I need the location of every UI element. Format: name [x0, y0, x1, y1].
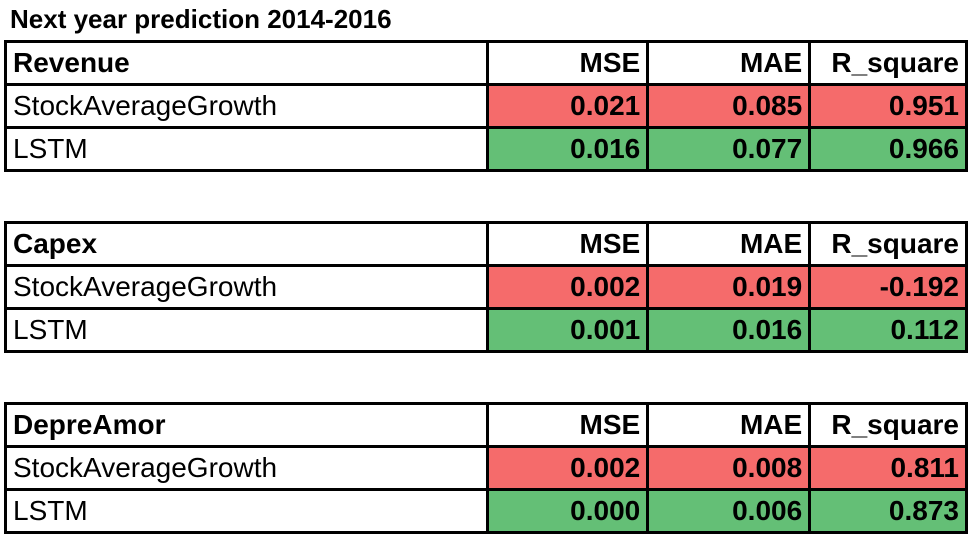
metrics-table-depreamor: DepreAmor MSE MAE R_square StockAverageG… — [3, 402, 968, 534]
column-header-r-square: R_square — [808, 40, 968, 86]
mse-value: 0.002 — [486, 445, 650, 491]
model-name: StockAverageGrowth — [3, 445, 490, 491]
model-name: StockAverageGrowth — [3, 83, 490, 129]
mae-value: 0.019 — [646, 264, 812, 310]
mae-value: 0.016 — [646, 307, 812, 353]
r-square-value: 0.112 — [808, 307, 968, 353]
mae-value: 0.006 — [646, 488, 812, 534]
mae-value: 0.077 — [646, 126, 812, 172]
table-header-row: DepreAmor MSE MAE R_square — [3, 402, 968, 448]
table-row: StockAverageGrowth 0.002 0.019 -0.192 — [3, 264, 968, 310]
metrics-table-revenue: Revenue MSE MAE R_square StockAverageGro… — [3, 40, 968, 172]
model-name: LSTM — [3, 488, 490, 534]
table-name: DepreAmor — [3, 402, 490, 448]
model-name: StockAverageGrowth — [3, 264, 490, 310]
mae-value: 0.085 — [646, 83, 812, 129]
table-row: StockAverageGrowth 0.002 0.008 0.811 — [3, 445, 968, 491]
column-header-r-square: R_square — [808, 221, 968, 267]
column-header-mae: MAE — [646, 40, 812, 86]
table-row: StockAverageGrowth 0.021 0.085 0.951 — [3, 83, 968, 129]
column-header-mse: MSE — [486, 40, 650, 86]
mse-value: 0.002 — [486, 264, 650, 310]
table-row: LSTM 0.016 0.077 0.966 — [3, 126, 968, 172]
r-square-value: 0.811 — [808, 445, 968, 491]
column-header-mse: MSE — [486, 402, 650, 448]
mse-value: 0.021 — [486, 83, 650, 129]
table-header-row: Revenue MSE MAE R_square — [3, 40, 968, 86]
page-title: Next year prediction 2014-2016 — [10, 4, 392, 34]
column-header-mse: MSE — [486, 221, 650, 267]
r-square-value: 0.966 — [808, 126, 968, 172]
column-header-mae: MAE — [646, 221, 812, 267]
model-name: LSTM — [3, 126, 490, 172]
table-row: LSTM 0.000 0.006 0.873 — [3, 488, 968, 534]
r-square-value: 0.951 — [808, 83, 968, 129]
table-row: LSTM 0.001 0.016 0.112 — [3, 307, 968, 353]
mse-value: 0.001 — [486, 307, 650, 353]
r-square-value: -0.192 — [808, 264, 968, 310]
table-header-row: Capex MSE MAE R_square — [3, 221, 968, 267]
column-header-r-square: R_square — [808, 402, 968, 448]
mae-value: 0.008 — [646, 445, 812, 491]
column-header-mae: MAE — [646, 402, 812, 448]
table-name: Capex — [3, 221, 490, 267]
mse-value: 0.016 — [486, 126, 650, 172]
r-square-value: 0.873 — [808, 488, 968, 534]
table-name: Revenue — [3, 40, 490, 86]
mse-value: 0.000 — [486, 488, 650, 534]
metrics-table-capex: Capex MSE MAE R_square StockAverageGrowt… — [3, 221, 968, 353]
model-name: LSTM — [3, 307, 490, 353]
